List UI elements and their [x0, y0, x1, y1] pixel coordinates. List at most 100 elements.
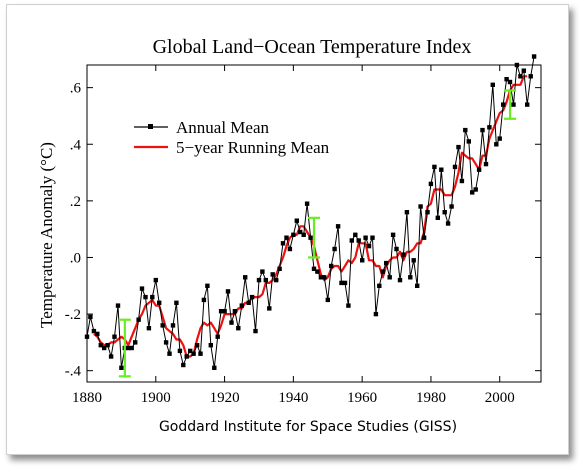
annual-mean-point	[501, 102, 506, 107]
annual-mean-point	[394, 246, 399, 252]
annual-mean-point	[322, 275, 327, 280]
annual-mean-point	[315, 269, 320, 274]
annual-mean-point	[294, 218, 299, 223]
annual-mean-point	[215, 334, 220, 339]
annual-mean-point	[490, 82, 495, 87]
annual-mean-point	[377, 283, 382, 288]
annual-mean-point	[425, 210, 430, 215]
annual-mean-point	[456, 144, 461, 150]
annual-mean-point	[525, 102, 530, 107]
y-tick-label: -.4	[65, 364, 82, 380]
annual-mean-point	[119, 365, 124, 370]
annual-mean-point	[277, 266, 282, 271]
y-axis-label: Temperature Anomaly (°C)	[37, 142, 56, 328]
annual-mean-point	[518, 74, 523, 79]
annual-mean-point	[487, 125, 492, 130]
annual-mean-point	[291, 232, 296, 237]
legend-running-label: 5−year Running Mean	[176, 138, 330, 157]
annual-mean-point	[356, 238, 361, 243]
annual-mean-point	[387, 275, 392, 280]
x-axis-label: Goddard Institute for Space Studies (GIS…	[159, 419, 457, 435]
chart-title: Global Land−Ocean Temperature Index	[153, 36, 472, 58]
annual-mean-point	[102, 345, 107, 351]
annual-mean-point	[308, 235, 313, 240]
annual-mean-point	[280, 241, 286, 246]
annual-mean-point	[167, 351, 172, 356]
y-tick-label: .2	[70, 194, 81, 210]
annual-mean-point	[188, 348, 193, 354]
annual-mean-point	[401, 252, 406, 257]
annual-mean-point	[198, 351, 203, 356]
annual-mean-point	[236, 326, 241, 331]
x-tick-label: 1940	[278, 390, 308, 406]
annual-mean-point	[466, 139, 471, 144]
annual-mean-point	[284, 235, 289, 240]
annual-mean-point	[459, 178, 465, 184]
annual-mean-point	[222, 309, 227, 314]
annual-mean-point	[339, 280, 344, 286]
annual-mean-point	[528, 74, 533, 79]
annual-mean-point	[480, 127, 485, 133]
annual-mean-point	[298, 229, 303, 235]
error-bars	[118, 89, 517, 378]
annual-mean-point	[136, 317, 141, 322]
annual-mean-point	[342, 280, 348, 286]
annual-mean-point	[384, 260, 389, 266]
x-tick-label: 2000	[485, 390, 515, 406]
annual-mean-point	[129, 345, 134, 351]
annual-mean-point	[452, 164, 458, 170]
annual-mean-point	[449, 204, 454, 209]
annual-mean-point	[225, 289, 231, 294]
annual-mean-point	[274, 277, 279, 283]
annual-mean-point	[428, 181, 434, 187]
annual-mean-point	[497, 136, 502, 141]
annual-mean-point	[108, 354, 114, 359]
annual-mean-point	[504, 77, 509, 82]
annual-mean-point	[88, 314, 93, 320]
annual-mean-point	[304, 201, 310, 206]
annual-mean-point	[514, 62, 520, 68]
annual-mean-point	[246, 300, 251, 305]
y-tick-label: .6	[70, 81, 82, 97]
annual-mean-point	[301, 232, 306, 237]
annual-mean-point	[249, 294, 255, 300]
annual-mean-point	[239, 303, 244, 308]
annual-mean-point	[349, 238, 354, 243]
annual-mean-point	[511, 102, 516, 107]
annual-mean-point	[95, 331, 100, 337]
annual-mean-point	[445, 221, 451, 226]
annual-mean-point	[91, 328, 97, 334]
annual-mean-point	[146, 326, 152, 331]
legend: Annual Mean 5−year Running Mean	[134, 118, 330, 157]
annual-mean-point	[439, 167, 444, 172]
annual-mean-point	[363, 235, 368, 240]
annual-mean-point	[194, 343, 200, 348]
annual-mean-point	[494, 142, 499, 147]
annual-mean-point	[253, 328, 258, 334]
annual-mean-point	[174, 300, 179, 305]
annual-mean-point	[411, 258, 416, 263]
annual-mean-point	[476, 167, 482, 172]
x-tick-label: 1880	[72, 390, 102, 406]
annual-mean-point	[335, 224, 341, 229]
x-tick-label: 1960	[347, 390, 377, 406]
annual-mean-point	[366, 243, 372, 249]
axis-ticks: 1880 1900 1920 1940 1960 1980 2000 -.4 -.2 .0 .2 .4…	[65, 65, 541, 406]
annual-mean-point	[263, 277, 268, 283]
annual-mean-point	[150, 294, 155, 300]
annual-mean-point	[170, 323, 176, 328]
annual-mean-point	[157, 300, 162, 305]
annual-mean-point	[380, 269, 385, 274]
annual-mean-point	[256, 277, 262, 283]
annual-mean-point	[470, 190, 475, 195]
annual-mean-point	[332, 246, 337, 252]
x-tick-label: 1900	[141, 390, 171, 406]
annual-mean-point	[507, 79, 513, 85]
annual-mean-point	[373, 311, 379, 317]
annual-mean-point	[415, 283, 420, 288]
y-tick-label: .4	[70, 137, 82, 153]
annual-mean-point	[421, 235, 427, 240]
annual-mean-point	[98, 343, 103, 348]
annual-mean-point	[105, 343, 110, 348]
